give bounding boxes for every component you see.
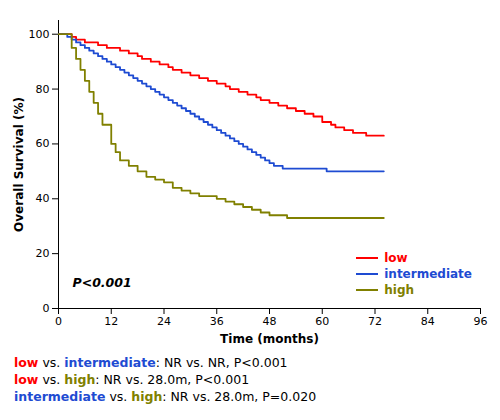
svg-text:60: 60 — [315, 315, 329, 328]
svg-text:100: 100 — [29, 28, 50, 41]
svg-text:72: 72 — [368, 315, 382, 328]
html-text:low: low — [384, 251, 408, 265]
svg-text:0: 0 — [55, 315, 62, 328]
svg-text:48: 48 — [263, 315, 277, 328]
svg-text:60: 60 — [36, 137, 50, 150]
svg-text:Time (months): Time (months) — [220, 332, 319, 346]
svg-text:24: 24 — [157, 315, 171, 328]
html-text:intermediate vs. high: NR vs.: intermediate vs. high: NR vs. 28.0m, P=0… — [14, 389, 317, 404]
svg-text:Overall Survival (%): Overall Survival (%) — [12, 97, 26, 232]
svg-text:0: 0 — [43, 302, 50, 315]
svg-text:36: 36 — [210, 315, 224, 328]
html-text:low vs. intermediate: NR vs. N: low vs. intermediate: NR vs. NR, P<0.001 — [14, 355, 288, 370]
svg-text:84: 84 — [421, 315, 435, 328]
svg-text:80: 80 — [36, 83, 50, 96]
svg-text:40: 40 — [36, 192, 50, 205]
html-text:intermediate: intermediate — [384, 267, 472, 281]
svg-text:20: 20 — [36, 247, 50, 260]
html-text:high: high — [384, 283, 414, 297]
svg-text:12: 12 — [104, 315, 118, 328]
svg-text:96: 96 — [474, 315, 488, 328]
svg-text:P<0.001: P<0.001 — [73, 275, 132, 290]
html-text:low vs. high: NR vs. 28.0m, P<: low vs. high: NR vs. 28.0m, P<0.001 — [14, 372, 250, 387]
